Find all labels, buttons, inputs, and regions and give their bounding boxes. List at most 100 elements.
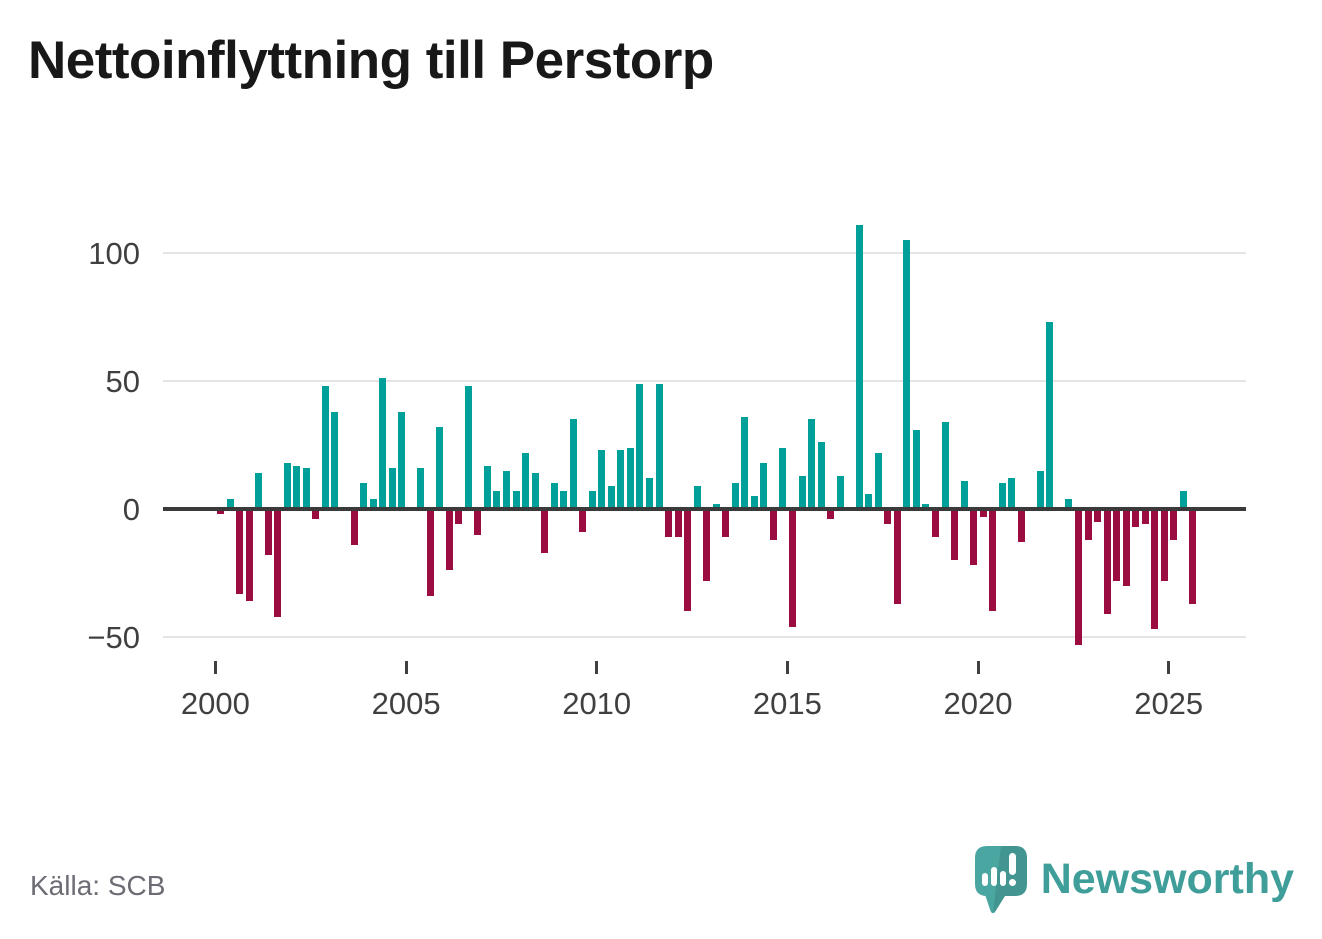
bar-2025Q1 <box>1170 509 1178 540</box>
bar-2010Q1 <box>598 450 606 509</box>
bar-2019Q4 <box>970 509 978 566</box>
bar-2001Q1 <box>255 473 263 509</box>
bar-2014Q4 <box>779 447 787 509</box>
x-axis-label-2020: 2020 <box>943 686 1013 721</box>
bar-2007Q2 <box>493 491 501 509</box>
bar-2001Q3 <box>274 509 282 617</box>
bar-2014Q3 <box>769 509 777 540</box>
mini-bar-2 <box>990 867 997 886</box>
bar-2005Q4 <box>436 427 444 509</box>
bar-2006Q3 <box>464 386 472 509</box>
bar-2014Q2 <box>760 462 768 509</box>
bar-2013Q3 <box>731 483 739 509</box>
bar-2007Q1 <box>483 465 491 509</box>
x-axis-label-2005: 2005 <box>371 686 441 721</box>
bar-2014Q1 <box>750 496 758 509</box>
bar-2020Q4 <box>1008 478 1016 509</box>
bar-2016Q2 <box>836 475 844 509</box>
bar-2002Q3 <box>312 509 320 520</box>
bar-2004Q4 <box>398 411 406 509</box>
gridline--50 <box>163 636 1246 638</box>
bar-2011Q1 <box>636 383 644 509</box>
y-axis-label-0: 0 <box>122 492 140 527</box>
exclamation-bar <box>1008 853 1016 875</box>
bar-2000Q3 <box>236 509 244 594</box>
bar-2025Q3 <box>1189 509 1197 604</box>
x-axis-tick-2015 <box>785 661 789 674</box>
bar-2013Q4 <box>741 416 749 509</box>
bar-2005Q3 <box>426 509 434 596</box>
bar-2021Q1 <box>1017 509 1025 543</box>
bar-2000Q1 <box>217 509 224 515</box>
bar-2016Q4 <box>855 224 863 509</box>
bar-2023Q4 <box>1122 509 1130 586</box>
bar-2024Q2 <box>1141 509 1149 525</box>
bar-2004Q3 <box>388 468 396 509</box>
bar-2010Q3 <box>617 450 625 509</box>
bar-2005Q2 <box>417 468 425 509</box>
bar-2002Q1 <box>293 465 301 509</box>
bar-2013Q1 <box>712 503 720 509</box>
bar-2012Q3 <box>693 486 701 509</box>
bar-2017Q1 <box>865 493 873 509</box>
bar-2009Q2 <box>569 419 577 509</box>
x-axis-tick-2025 <box>1167 661 1171 674</box>
bar-2020Q1 <box>979 509 987 517</box>
brand-logo: Newsworthy <box>971 843 1294 915</box>
x-axis-tick-2010 <box>595 661 599 674</box>
bar-2017Q4 <box>893 509 901 604</box>
bar-2004Q1 <box>369 498 377 509</box>
bar-2023Q1 <box>1094 509 1101 522</box>
bar-2024Q1 <box>1132 509 1140 527</box>
gridline-50 <box>163 380 1246 382</box>
bar-2003Q1 <box>331 411 339 509</box>
bar-2001Q4 <box>283 462 291 509</box>
gridline-100 <box>163 252 1246 254</box>
bar-2024Q3 <box>1151 509 1159 630</box>
bar-2018Q4 <box>931 509 939 538</box>
x-axis-tick-2020 <box>976 661 980 674</box>
bar-2007Q3 <box>503 470 510 509</box>
brand-name: Newsworthy <box>1040 855 1294 903</box>
bar-2011Q3 <box>655 383 663 509</box>
bar-2012Q2 <box>684 509 692 612</box>
bar-2003Q4 <box>360 483 367 509</box>
bar-2011Q4 <box>665 509 672 538</box>
bar-2017Q2 <box>874 452 882 509</box>
bar-2015Q3 <box>808 419 815 509</box>
bar-2015Q4 <box>817 442 825 509</box>
exclamation-dot <box>1008 879 1016 886</box>
y-axis-label--50: −50 <box>87 620 140 655</box>
bar-2019Q2 <box>951 509 958 561</box>
x-axis-label-2000: 2000 <box>180 686 250 721</box>
bar-2009Q3 <box>579 509 587 532</box>
bar-2022Q2 <box>1065 498 1073 509</box>
bar-2004Q2 <box>379 378 387 509</box>
bar-2006Q2 <box>455 509 463 525</box>
bar-2008Q4 <box>550 483 558 509</box>
bar-2025Q2 <box>1179 491 1187 509</box>
bar-2006Q1 <box>445 509 453 571</box>
bar-2024Q4 <box>1160 509 1168 581</box>
bar-2013Q2 <box>722 509 730 538</box>
mini-bar-3 <box>999 871 1006 886</box>
source-label: Källa: SCB <box>30 870 166 901</box>
bar-2000Q2 <box>226 498 234 509</box>
x-axis-label-2015: 2015 <box>752 686 822 721</box>
bar-2012Q1 <box>674 509 682 538</box>
bar-2006Q4 <box>474 509 482 535</box>
bar-2003Q3 <box>350 509 358 545</box>
bar-2018Q1 <box>903 240 911 509</box>
bar-2010Q2 <box>607 486 615 509</box>
bar-2008Q3 <box>541 509 549 553</box>
bar-2015Q2 <box>798 475 806 509</box>
bar-2000Q4 <box>245 509 253 602</box>
x-axis-label-2025: 2025 <box>1134 686 1204 721</box>
x-axis-label-2010: 2010 <box>562 686 632 721</box>
bar-2016Q1 <box>827 509 835 520</box>
bar-2022Q3 <box>1074 509 1082 645</box>
bar-2022Q4 <box>1084 509 1092 540</box>
bar-2009Q4 <box>588 491 596 509</box>
newsworthy-logo-icon <box>974 846 1027 914</box>
